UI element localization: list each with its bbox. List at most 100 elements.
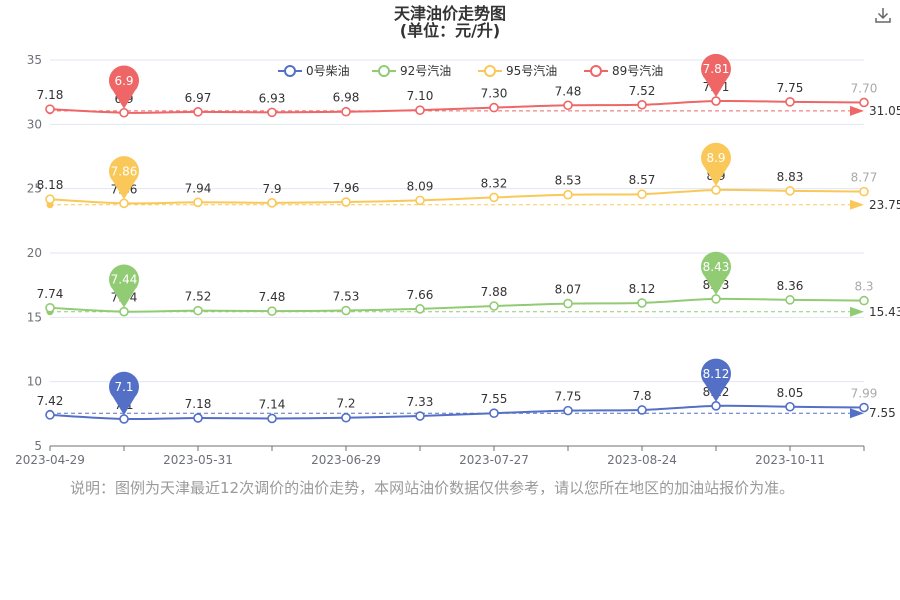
data-label: 7.48: [259, 290, 286, 304]
data-label: 6.93: [259, 91, 286, 105]
data-label: 8.07: [555, 283, 582, 297]
data-point: [45, 303, 55, 313]
pin-shape: [108, 264, 139, 308]
legend-item[interactable]: 92号汽油: [372, 63, 451, 78]
data-point: [415, 411, 425, 421]
data-point: [785, 186, 795, 196]
data-point: [637, 298, 647, 308]
y-tick-label: 15: [27, 310, 42, 324]
data-point: [341, 106, 351, 117]
data-label: 7.94: [185, 181, 212, 195]
y-tick-label: 10: [27, 375, 42, 389]
legend-item[interactable]: 95号汽油: [478, 63, 557, 78]
legend-label: 95号汽油: [506, 63, 557, 78]
pin-label: 7.1: [114, 380, 133, 394]
series-line: [49, 297, 865, 313]
data-point: [119, 306, 129, 317]
data-label: 7.18: [37, 88, 64, 102]
chart-note: 说明：图例为天津最近12次调价的油价走势，本网站油价数据仅供参考，请以您所在地区…: [70, 479, 795, 497]
data-labels: 7.42 7.1 7.18 7.14 7.2 7.33 7.55 7.75 7.8 8.12 8.0…: [37, 80, 878, 412]
y-tick-label: 25: [27, 182, 42, 196]
data-label: 8.32: [481, 176, 508, 190]
data-label: 8.18: [37, 178, 64, 192]
legend-label: 89号汽油: [612, 63, 663, 78]
average-lines: 7.55 15.43 23.75 31.05: [46, 104, 900, 420]
data-point: [489, 192, 499, 203]
series-lines: [45, 96, 869, 424]
pin-label: 7.81: [703, 62, 730, 76]
data-label: 7.14: [259, 397, 286, 411]
average-label: 7.55: [869, 406, 896, 420]
pin-label: 6.9: [114, 74, 133, 88]
pin-label: 8.43: [703, 260, 730, 274]
average-label: 15.43: [869, 305, 900, 319]
data-label: 6.98: [333, 91, 360, 105]
data-point: [193, 107, 203, 117]
data-point: [267, 306, 277, 316]
data-label: 7.75: [777, 81, 804, 95]
legend-item[interactable]: 0号柴油: [278, 64, 350, 78]
data-point: [341, 305, 351, 316]
data-label: 7.96: [333, 181, 360, 195]
extreme-markers: 7.1 8.12 7.44 8.43 7.86 8.9 6.9 7.81: [108, 53, 732, 415]
legend: 0号柴油 92号汽油 95号汽油 89号汽油: [278, 63, 663, 78]
series-line: [49, 404, 865, 421]
data-label: 7.55: [481, 392, 508, 406]
data-point: [193, 197, 203, 208]
data-point: [711, 294, 721, 304]
data-point: [489, 301, 499, 311]
data-point: [119, 198, 129, 209]
data-point: [267, 413, 277, 424]
data-label: 8.83: [777, 170, 804, 184]
data-point: [119, 414, 129, 424]
data-point: [267, 198, 277, 208]
y-tick-label: 5: [34, 439, 42, 453]
pin-shape: [701, 53, 732, 98]
average-line-arrow: [850, 105, 864, 116]
data-label: 7.99: [851, 387, 878, 401]
data-label: 8.09: [407, 179, 434, 193]
download-icon[interactable]: [874, 6, 892, 24]
data-point: [45, 410, 55, 420]
pin-label: 8.9: [706, 151, 725, 165]
average-label: 31.05: [869, 104, 900, 118]
data-label: 7.52: [185, 290, 212, 304]
data-point: [341, 412, 351, 423]
data-point: [637, 99, 647, 110]
pin-shape: [108, 156, 139, 200]
average-line-arrow: [850, 306, 864, 317]
data-point: [45, 194, 55, 205]
legend-item[interactable]: 89号汽油: [584, 63, 663, 78]
data-label: 7.2: [336, 397, 355, 411]
data-label: 8.53: [555, 174, 582, 188]
pin-shape: [108, 65, 139, 109]
average-label: 23.75: [869, 198, 900, 212]
data-label: 7.48: [555, 84, 582, 98]
max-pin: 8.43: [701, 251, 732, 295]
pin-label: 7.86: [111, 164, 138, 178]
legend-marker: [284, 65, 296, 77]
data-label: 7.10: [407, 89, 434, 103]
legend-marker: [590, 65, 602, 77]
data-label: 7.70: [851, 81, 878, 95]
y-tick-label: 30: [27, 117, 42, 131]
data-point: [711, 96, 721, 106]
data-point: [859, 97, 869, 108]
data-label: 6.97: [185, 91, 212, 105]
data-label: 7.18: [185, 397, 212, 411]
x-tick-label: 2023-07-27: [459, 453, 529, 467]
data-point: [563, 298, 573, 309]
x-tick-label: 2023-08-24: [607, 453, 677, 467]
data-label: 8.05: [777, 386, 804, 400]
pin-label: 7.44: [111, 273, 138, 287]
data-point: [415, 105, 425, 115]
data-point: [563, 405, 573, 416]
data-point: [711, 185, 721, 195]
data-point: [785, 97, 795, 107]
x-tick-label: 2023-10-11: [755, 453, 825, 467]
data-point: [193, 413, 203, 423]
data-label: 7.88: [481, 285, 508, 299]
pin-shape: [701, 142, 732, 186]
min-pin: 7.1: [108, 371, 139, 415]
data-point: [415, 195, 425, 206]
